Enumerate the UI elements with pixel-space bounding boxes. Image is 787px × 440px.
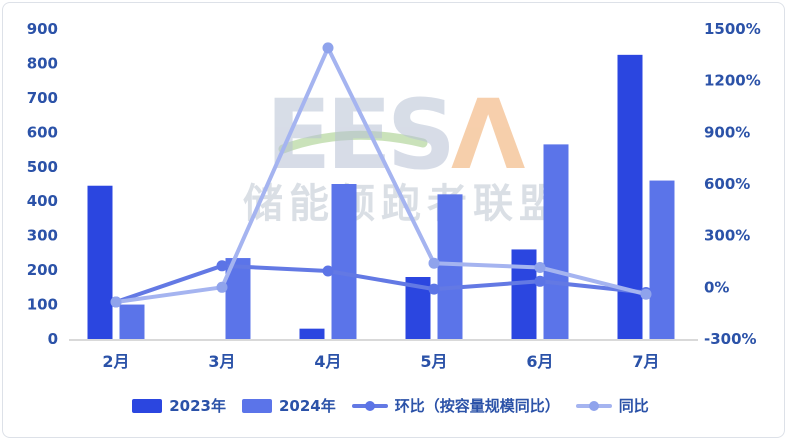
- x-axis-label-5: 6月: [526, 352, 553, 371]
- left-axis-tick-700: 700: [27, 89, 58, 107]
- left-axis-tick-300: 300: [27, 227, 58, 245]
- left-axis-tick-800: 800: [27, 54, 58, 72]
- legend-swatch-2023年: [132, 398, 163, 413]
- chart-legend: 2023年 2024年 环比（按容量规模同比） 同比: [3, 395, 784, 416]
- bar-2024年-5月: [437, 194, 463, 339]
- right-axis-tick-300%: 300%: [704, 227, 750, 245]
- left-axis-tick-0: 0: [48, 330, 58, 348]
- left-axis-tick-200: 200: [27, 261, 58, 279]
- x-axis-label-1: 2月: [102, 352, 129, 371]
- right-axis-tick-1500%: 1500%: [704, 20, 761, 38]
- legend-item-同比: 同比: [575, 395, 655, 416]
- bar-2024年-2月: [119, 304, 145, 339]
- bar-2024年-7月: [649, 180, 675, 339]
- left-axis-tick-400: 400: [27, 192, 58, 210]
- legend-swatch-2024年: [241, 398, 272, 413]
- legend-label-同比: 同比: [618, 397, 649, 415]
- bar-2023年-4月: [299, 328, 325, 339]
- point-同比-4月: [322, 42, 334, 54]
- right-axis-tick-900%: 900%: [704, 123, 750, 141]
- point-同比-5月: [428, 257, 440, 269]
- bar-2023年-7月: [617, 54, 643, 339]
- legend-item-2024年: 2024年: [241, 395, 342, 416]
- line-同比: [114, 45, 648, 304]
- point-同比-6月: [534, 262, 546, 273]
- legend-item-环比（按容量规模同比）: 环比（按容量规模同比）: [351, 395, 566, 416]
- point-环比（按容量规模同比）-5月: [428, 283, 440, 295]
- bar-2023年-2月: [87, 185, 113, 339]
- combo-chart: 0 100 200 300 400 500 600 700 800 900 -300% 0% 300% 6…: [27, 20, 761, 371]
- point-环比（按容量规模同比）-6月: [534, 275, 546, 287]
- point-环比（按容量规模同比）-3月: [216, 260, 228, 272]
- left-axis-tick-600: 600: [27, 123, 58, 141]
- legend-label-2024年: 2024年: [278, 397, 336, 415]
- legend-line-marker-环比（按容量规模同比）: [351, 399, 388, 413]
- x-axis-label-2: 3月: [208, 352, 235, 371]
- legend-dot-icon: [588, 400, 599, 411]
- point-同比-2月: [110, 296, 122, 308]
- left-axis-tick-100: 100: [27, 296, 58, 314]
- legend-line-marker-同比: [575, 399, 612, 413]
- legend-item-2023年: 2023年: [132, 395, 232, 416]
- legend-dot-icon: [364, 400, 375, 411]
- right-axis-tick-0%: 0%: [704, 278, 729, 296]
- x-axis-label-6: 7月: [632, 352, 659, 371]
- right-axis-tick-1200%: 1200%: [704, 72, 761, 90]
- right-axis-tick--300%: -300%: [704, 330, 757, 348]
- point-环比（按容量规模同比）-4月: [322, 265, 334, 277]
- bar-2024年-6月: [543, 144, 569, 339]
- point-同比-7月: [640, 288, 652, 300]
- bar-2024年-4月: [331, 184, 357, 339]
- line-环比（按容量规模同比）: [114, 263, 648, 304]
- bar-2023年-6月: [511, 249, 537, 339]
- point-同比-3月: [216, 281, 228, 293]
- x-axis-label-3: 4月: [314, 352, 341, 371]
- legend-label-环比（按容量规模同比）: 环比（按容量规模同比）: [394, 397, 560, 415]
- left-axis-tick-500: 500: [27, 158, 58, 176]
- right-axis-tick-600%: 600%: [704, 175, 750, 193]
- left-axis-tick-900: 900: [27, 20, 58, 38]
- x-axis-label-4: 5月: [420, 352, 447, 371]
- legend-label-2023年: 2023年: [169, 397, 226, 415]
